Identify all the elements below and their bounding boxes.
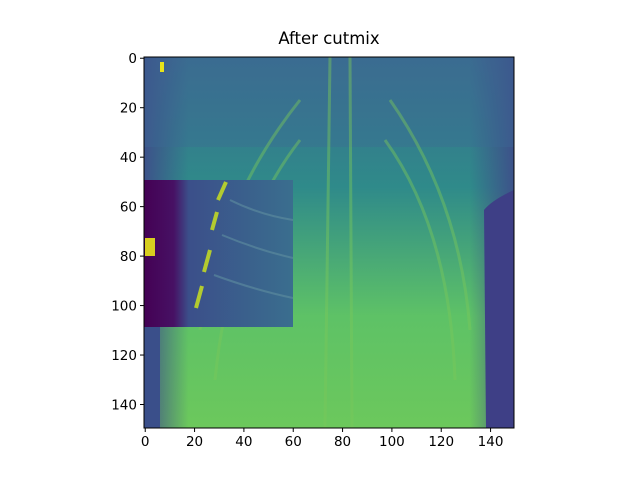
y-tick-label: 120 <box>111 348 137 364</box>
image <box>144 57 514 428</box>
y-tick-label: 80 <box>120 249 137 265</box>
y-tick-label: 20 <box>120 101 137 117</box>
y-tick-label: 100 <box>111 299 137 315</box>
x-tick-label: 60 <box>285 434 302 450</box>
y-tick-label: 60 <box>120 200 137 216</box>
axes-frame <box>143 56 515 429</box>
y-tick-label: 140 <box>111 398 137 414</box>
x-tick-label: 40 <box>235 434 252 450</box>
x-tick-label: 20 <box>186 434 203 450</box>
y-tick-label: 40 <box>120 150 137 166</box>
chart-title: After cutmix <box>278 29 380 48</box>
x-tick-label: 140 <box>478 434 504 450</box>
x-tick-label: 100 <box>379 434 405 450</box>
x-tick-label: 0 <box>141 434 150 450</box>
x-tick-label: 120 <box>428 434 454 450</box>
y-tick-label: 0 <box>128 51 137 67</box>
x-tick-label: 80 <box>334 434 351 450</box>
